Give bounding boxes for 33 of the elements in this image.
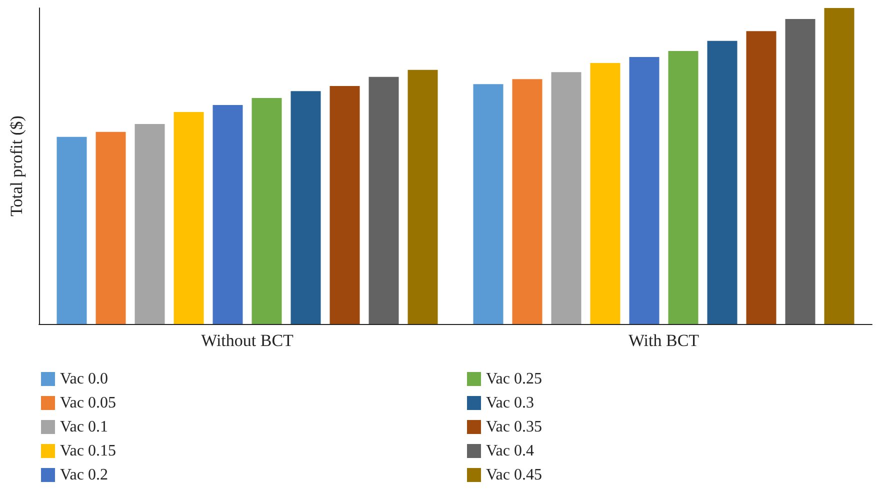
legend-label: Vac 0.15	[60, 442, 116, 460]
x-tick-label: With BCT	[628, 331, 700, 350]
bar	[785, 19, 816, 324]
bar	[174, 112, 204, 324]
legend-label: Vac 0.0	[60, 370, 108, 388]
bar	[746, 31, 776, 324]
bar	[668, 50, 698, 324]
bar	[473, 84, 504, 324]
legend-label: Vac 0.25	[486, 370, 542, 388]
bar	[252, 98, 282, 324]
legend-label: Vac 0.45	[486, 466, 542, 484]
legend-label: Vac 0.05	[60, 394, 116, 412]
y-axis-title: Total profit ($)	[7, 116, 26, 216]
bar	[96, 132, 126, 324]
legend-label: Vac 0.3	[486, 394, 534, 412]
bar	[212, 105, 243, 324]
bar	[629, 56, 660, 324]
bar	[824, 8, 854, 324]
legend-label: Vac 0.4	[486, 442, 534, 460]
legend-label: Vac 0.1	[60, 418, 108, 436]
bar	[408, 70, 438, 324]
bar	[368, 76, 399, 324]
bar	[134, 124, 165, 324]
bar	[551, 72, 582, 324]
bar	[330, 86, 360, 324]
x-tick-label: Without BCT	[201, 331, 294, 350]
bar	[290, 91, 321, 324]
bar	[512, 79, 542, 324]
bar	[56, 136, 87, 324]
legend-label: Vac 0.35	[486, 418, 542, 436]
bar	[707, 40, 738, 324]
legend-label: Vac 0.2	[60, 466, 108, 484]
bar	[590, 62, 620, 324]
